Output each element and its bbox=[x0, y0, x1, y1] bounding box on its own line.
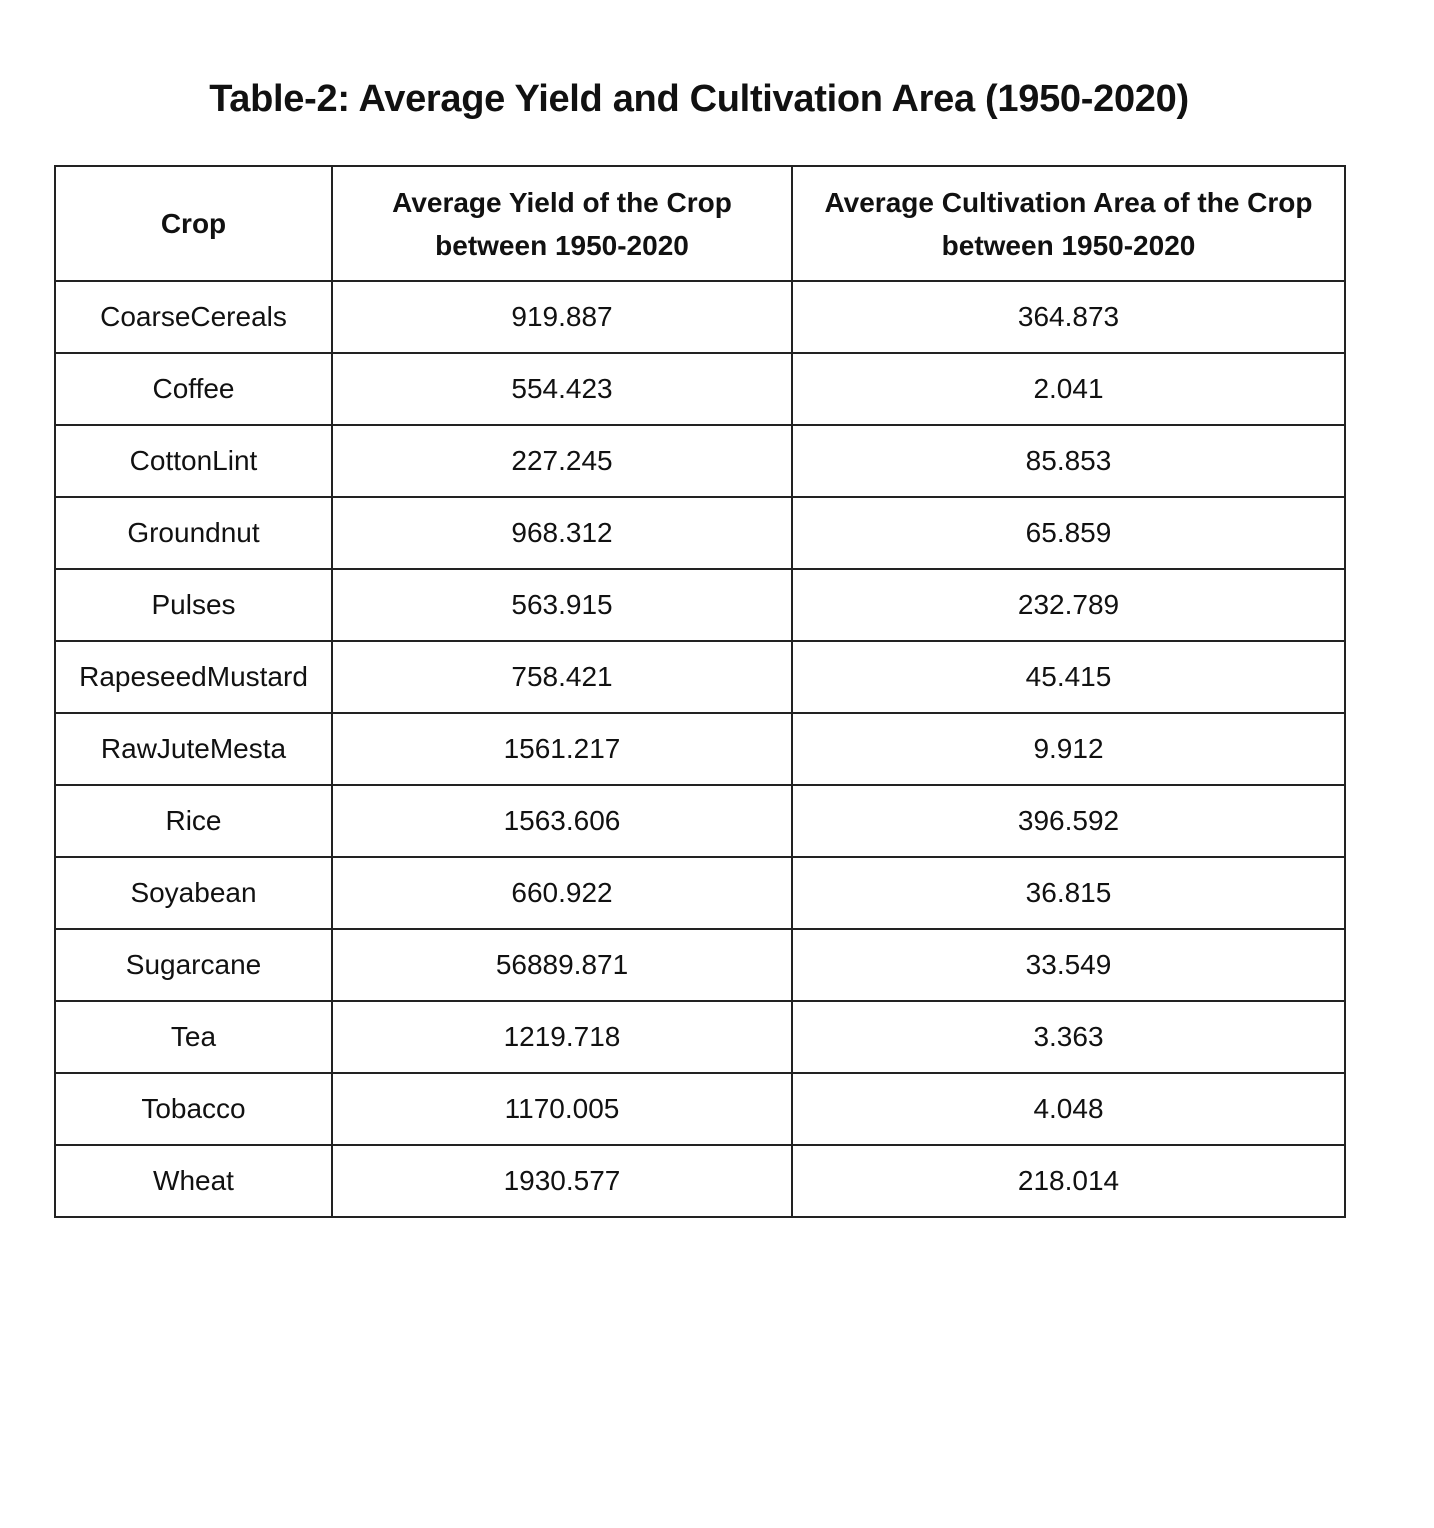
cell-yield: 1219.718 bbox=[331, 1000, 793, 1074]
table-title: Table-2: Average Yield and Cultivation A… bbox=[209, 78, 1189, 120]
cell-yield: 968.312 bbox=[331, 496, 793, 570]
cell-yield: 919.887 bbox=[331, 280, 793, 354]
cell-yield: 227.245 bbox=[331, 424, 793, 498]
cell-crop: Rice bbox=[54, 784, 333, 858]
table-row: RawJuteMesta 1561.217 9.912 bbox=[54, 712, 1346, 786]
cell-area: 232.789 bbox=[791, 568, 1346, 642]
data-table: Crop Average Yield of the Crop between 1… bbox=[54, 165, 1346, 1218]
table-row: CottonLint 227.245 85.853 bbox=[54, 424, 1346, 498]
table-row: RapeseedMustard 758.421 45.415 bbox=[54, 640, 1346, 714]
cell-yield: 563.915 bbox=[331, 568, 793, 642]
cell-crop: Tobacco bbox=[54, 1072, 333, 1146]
cell-area: 2.041 bbox=[791, 352, 1346, 426]
header-crop: Crop bbox=[54, 165, 333, 282]
table-row: Wheat 1930.577 218.014 bbox=[54, 1144, 1346, 1218]
cell-area: 218.014 bbox=[791, 1144, 1346, 1218]
cell-yield: 758.421 bbox=[331, 640, 793, 714]
table-row: Groundnut 968.312 65.859 bbox=[54, 496, 1346, 570]
cell-crop: CoarseCereals bbox=[54, 280, 333, 354]
cell-area: 396.592 bbox=[791, 784, 1346, 858]
cell-crop: RapeseedMustard bbox=[54, 640, 333, 714]
cell-yield: 660.922 bbox=[331, 856, 793, 930]
cell-yield: 1930.577 bbox=[331, 1144, 793, 1218]
table-header-row: Crop Average Yield of the Crop between 1… bbox=[54, 165, 1346, 282]
cell-yield: 1170.005 bbox=[331, 1072, 793, 1146]
table-row: Coffee 554.423 2.041 bbox=[54, 352, 1346, 426]
table-row: Pulses 563.915 232.789 bbox=[54, 568, 1346, 642]
cell-area: 36.815 bbox=[791, 856, 1346, 930]
cell-crop: Sugarcane bbox=[54, 928, 333, 1002]
cell-area: 9.912 bbox=[791, 712, 1346, 786]
cell-yield: 1561.217 bbox=[331, 712, 793, 786]
table-row: Rice 1563.606 396.592 bbox=[54, 784, 1346, 858]
cell-area: 364.873 bbox=[791, 280, 1346, 354]
cell-crop: Tea bbox=[54, 1000, 333, 1074]
cell-area: 4.048 bbox=[791, 1072, 1346, 1146]
header-average-cultivation-area: Average Cultivation Area of the Crop bet… bbox=[791, 165, 1346, 282]
cell-yield: 554.423 bbox=[331, 352, 793, 426]
cell-area: 45.415 bbox=[791, 640, 1346, 714]
cell-yield: 56889.871 bbox=[331, 928, 793, 1002]
cell-crop: CottonLint bbox=[54, 424, 333, 498]
cell-area: 85.853 bbox=[791, 424, 1346, 498]
cell-crop: Pulses bbox=[54, 568, 333, 642]
table-row: Sugarcane 56889.871 33.549 bbox=[54, 928, 1346, 1002]
cell-crop: Groundnut bbox=[54, 496, 333, 570]
table-body: CoarseCereals 919.887 364.873 Coffee 554… bbox=[54, 280, 1346, 1218]
cell-area: 65.859 bbox=[791, 496, 1346, 570]
table-row: Soyabean 660.922 36.815 bbox=[54, 856, 1346, 930]
table-row: Tobacco 1170.005 4.048 bbox=[54, 1072, 1346, 1146]
cell-area: 3.363 bbox=[791, 1000, 1346, 1074]
cell-crop: RawJuteMesta bbox=[54, 712, 333, 786]
cell-area: 33.549 bbox=[791, 928, 1346, 1002]
header-average-yield: Average Yield of the Crop between 1950-2… bbox=[331, 165, 793, 282]
table-row: Tea 1219.718 3.363 bbox=[54, 1000, 1346, 1074]
cell-crop: Wheat bbox=[54, 1144, 333, 1218]
cell-crop: Soyabean bbox=[54, 856, 333, 930]
cell-crop: Coffee bbox=[54, 352, 333, 426]
table-row: CoarseCereals 919.887 364.873 bbox=[54, 280, 1346, 354]
cell-yield: 1563.606 bbox=[331, 784, 793, 858]
